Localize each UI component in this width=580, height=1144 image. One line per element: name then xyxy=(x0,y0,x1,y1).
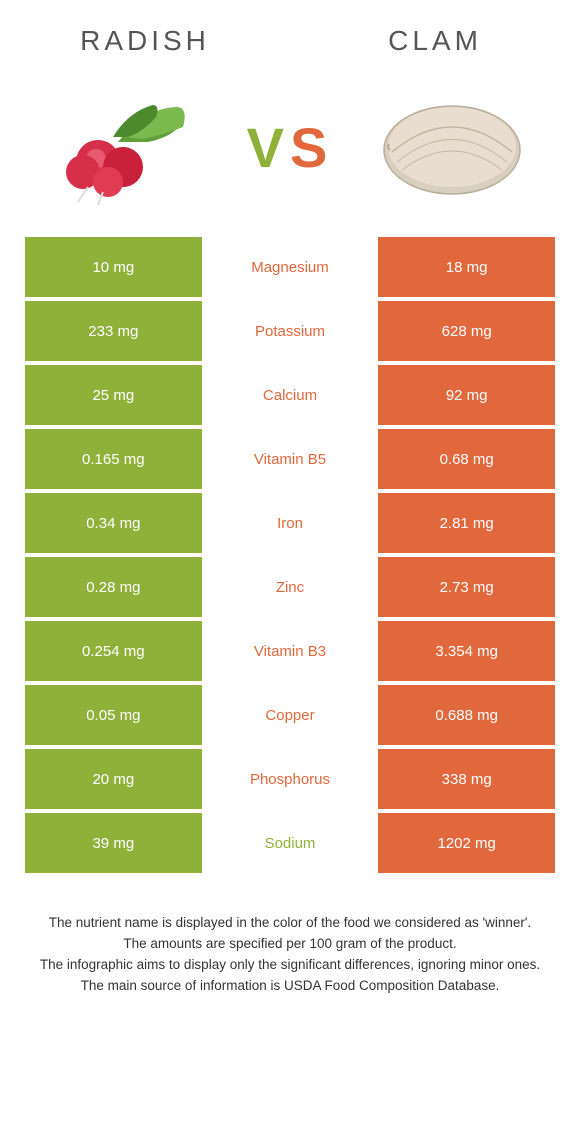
left-value: 0.28 mg xyxy=(25,557,202,617)
header: Radish Clam xyxy=(0,0,580,67)
vs-row: VS xyxy=(0,67,580,237)
left-value: 0.165 mg xyxy=(25,429,202,489)
nutrient-label: Vitamin B3 xyxy=(202,621,379,681)
nutrient-label: Calcium xyxy=(202,365,379,425)
radish-image xyxy=(25,87,232,207)
vs-v: V xyxy=(247,116,290,179)
right-value: 0.68 mg xyxy=(378,429,555,489)
right-value: 2.81 mg xyxy=(378,493,555,553)
table-row: 233 mgPotassium628 mg xyxy=(25,301,555,361)
vs-label: VS xyxy=(247,115,334,180)
right-food-title: Clam xyxy=(290,25,580,57)
nutrient-label: Magnesium xyxy=(202,237,379,297)
table-row: 25 mgCalcium92 mg xyxy=(25,365,555,425)
left-value: 0.34 mg xyxy=(25,493,202,553)
right-value: 92 mg xyxy=(378,365,555,425)
table-row: 0.05 mgCopper0.688 mg xyxy=(25,685,555,745)
table-row: 0.165 mgVitamin B50.68 mg xyxy=(25,429,555,489)
left-value: 20 mg xyxy=(25,749,202,809)
nutrient-label: Iron xyxy=(202,493,379,553)
table-row: 10 mgMagnesium18 mg xyxy=(25,237,555,297)
footer-notes: The nutrient name is displayed in the co… xyxy=(0,913,580,1037)
right-value: 2.73 mg xyxy=(378,557,555,617)
footer-line: The main source of information is USDA F… xyxy=(30,976,550,997)
right-value: 18 mg xyxy=(378,237,555,297)
nutrient-label: Potassium xyxy=(202,301,379,361)
right-value: 1202 mg xyxy=(378,813,555,873)
table-row: 0.254 mgVitamin B33.354 mg xyxy=(25,621,555,681)
table-row: 39 mgSodium1202 mg xyxy=(25,813,555,873)
footer-line: The amounts are specified per 100 gram o… xyxy=(30,934,550,955)
left-food-title: Radish xyxy=(0,25,290,57)
clam-image xyxy=(348,92,555,202)
nutrient-label: Vitamin B5 xyxy=(202,429,379,489)
table-row: 20 mgPhosphorus338 mg xyxy=(25,749,555,809)
left-value: 233 mg xyxy=(25,301,202,361)
nutrient-label: Phosphorus xyxy=(202,749,379,809)
table-row: 0.28 mgZinc2.73 mg xyxy=(25,557,555,617)
nutrient-label: Zinc xyxy=(202,557,379,617)
right-value: 0.688 mg xyxy=(378,685,555,745)
clam-icon xyxy=(372,92,532,202)
footer-line: The infographic aims to display only the… xyxy=(30,955,550,976)
nutrient-table: 10 mgMagnesium18 mg233 mgPotassium628 mg… xyxy=(25,237,555,873)
left-value: 25 mg xyxy=(25,365,202,425)
right-value: 3.354 mg xyxy=(378,621,555,681)
table-row: 0.34 mgIron2.81 mg xyxy=(25,493,555,553)
footer-line: The nutrient name is displayed in the co… xyxy=(30,913,550,934)
nutrient-label: Sodium xyxy=(202,813,379,873)
right-value: 338 mg xyxy=(378,749,555,809)
left-value: 0.254 mg xyxy=(25,621,202,681)
nutrient-label: Copper xyxy=(202,685,379,745)
vs-s: S xyxy=(290,116,333,179)
right-value: 628 mg xyxy=(378,301,555,361)
radish-icon xyxy=(48,87,208,207)
left-value: 10 mg xyxy=(25,237,202,297)
left-value: 39 mg xyxy=(25,813,202,873)
left-value: 0.05 mg xyxy=(25,685,202,745)
